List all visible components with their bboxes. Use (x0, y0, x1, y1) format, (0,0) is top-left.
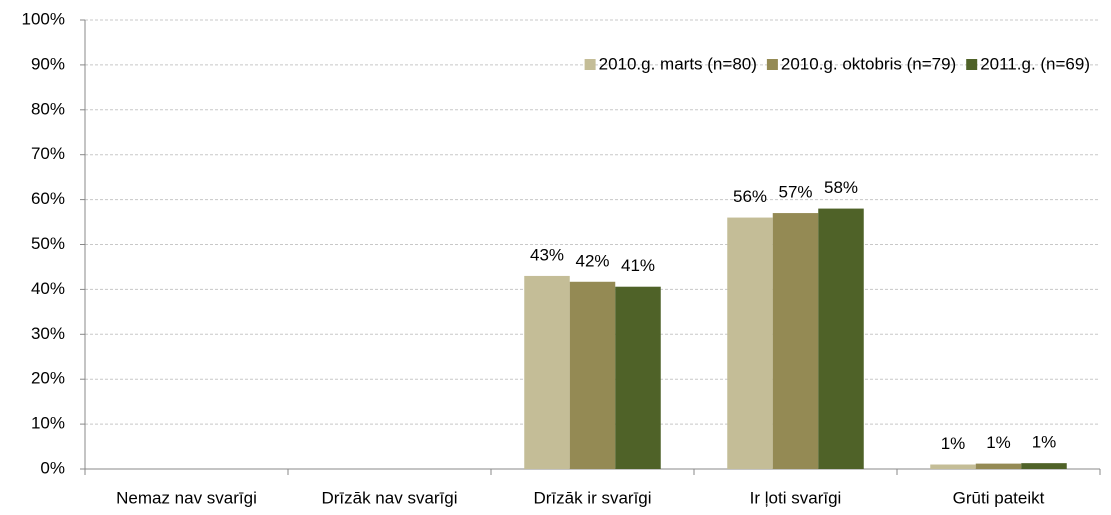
bar (772, 213, 819, 469)
y-tick-label: 30% (31, 324, 65, 343)
data-label: 1% (1032, 433, 1057, 452)
data-label: 43% (530, 245, 564, 264)
data-label: 57% (778, 183, 812, 202)
bar (818, 208, 864, 469)
legend-label: 2011.g. (n=69) (980, 54, 1090, 73)
data-label: 1% (986, 433, 1011, 452)
bar (1021, 463, 1067, 469)
bar (727, 217, 773, 469)
x-tick-label: Ir ļoti svarīgi (750, 488, 842, 507)
y-tick-label: 90% (31, 54, 65, 73)
bar (615, 286, 661, 469)
y-tick-label: 60% (31, 189, 65, 208)
x-tick-label: Drīzāk nav svarīgi (321, 488, 457, 507)
legend-swatch (966, 59, 978, 70)
y-tick-label: 0% (40, 458, 65, 477)
y-tick-label: 80% (31, 99, 65, 118)
legend-swatch (766, 59, 778, 70)
x-tick-label: Nemaz nav svarīgi (116, 488, 257, 507)
y-tick-label: 70% (31, 144, 65, 163)
data-label: 41% (621, 256, 655, 275)
data-label: 1% (941, 434, 966, 453)
y-tick-label: 100% (22, 9, 65, 28)
legend-label: 2010.g. marts (n=80) (599, 54, 757, 73)
data-label: 42% (575, 251, 609, 270)
legend-label: 2010.g. oktobris (n=79) (781, 54, 956, 73)
bar (975, 463, 1022, 469)
x-tick-label: Drīzāk ir svarīgi (533, 488, 651, 507)
y-tick-label: 20% (31, 369, 65, 388)
data-label: 56% (733, 187, 767, 206)
y-tick-label: 40% (31, 279, 65, 298)
y-tick-label: 50% (31, 234, 65, 253)
legend-swatch (584, 59, 596, 70)
bar (569, 281, 616, 469)
bar (524, 275, 570, 469)
bar (930, 464, 976, 469)
y-tick-label: 10% (31, 414, 65, 433)
x-tick-label: Grūti pateikt (953, 488, 1045, 507)
data-label: 58% (824, 178, 858, 197)
